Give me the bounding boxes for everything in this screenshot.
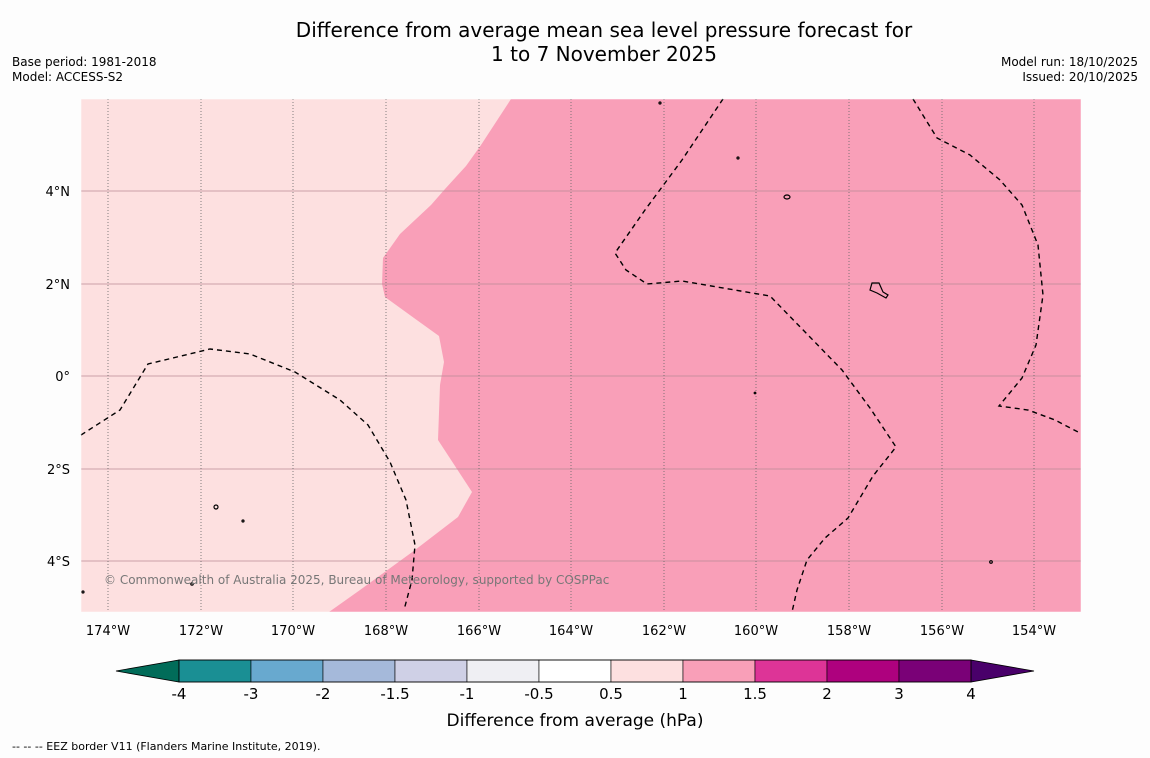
meta-right: Model run: 18/10/2025 Issued: 20/10/2025 [1001,55,1138,85]
colorbar-over-arrow [970,659,1035,683]
lon-label: 172°W [179,624,223,639]
island-7 [190,582,194,586]
colorbar-segment [610,659,684,683]
lon-label: 174°W [86,624,130,639]
latitude-labels: 4°N 2°N 0° 2°S 4°S [46,185,71,570]
colorbar-tick-label: -4 [172,685,187,703]
lon-label: 156°W [920,624,964,639]
latitude-gridlines [81,190,1081,562]
colorbar-segment [466,659,540,683]
lon-label: 164°W [549,624,593,639]
base-period: Base period: 1981-2018 [12,55,157,69]
lon-label: 154°W [1012,624,1056,639]
colorbar-outline [178,659,972,683]
issued-date: Issued: 20/10/2025 [1022,70,1138,84]
colorbar-tick-label: -1.5 [380,685,409,703]
lon-label: 168°W [364,624,408,639]
lat-label: 2°S [47,463,70,478]
island-4 [658,101,662,105]
title-line-1: Difference from average mean sea level p… [295,18,913,42]
island-8 [989,560,993,564]
eez-border-central [614,98,897,613]
eez-legend-footer: -- -- -- EEZ border V11 (Flanders Marine… [12,740,321,753]
islands [81,101,993,594]
colorbar-tick-label: 4 [966,685,976,703]
island-3 [869,282,889,299]
colorbar-segment [682,659,756,683]
chart-title: Difference from average mean sea level p… [0,18,1150,66]
colorbar-tick-label: 0.5 [599,685,623,703]
lat-label: 4°N [46,185,71,200]
colorbar-segment [178,659,252,683]
colorbar-tick-label: -3 [244,685,259,703]
meta-left: Base period: 1981-2018 Model: ACCESS-S2 [12,55,157,85]
colorbar-tick-label: -0.5 [524,685,553,703]
model-name: Model: ACCESS-S2 [12,70,124,84]
model-run: Model run: 18/10/2025 [1000,55,1138,69]
colorbar-tick-label: -2 [316,685,331,703]
island-5 [736,156,740,160]
map-high-band [329,99,1081,612]
colorbar-tick-label: 2 [822,685,832,703]
lon-label: 166°W [457,624,501,639]
lat-label: 4°S [47,555,70,570]
colorbar: -4 -3 -2 -1.5 -1 -0.5 0.5 1 1.5 2 3 4 Difference fr… [115,659,1035,731]
eez-border-east [912,98,1079,433]
lon-label: 162°W [642,624,686,639]
longitude-labels: 174°W 172°W 170°W 168°W 166°W 164°W 162°… [86,624,1056,639]
title-line-2: 1 to 7 November 2025 [491,42,717,66]
copyright-text: © Commonwealth of Australia 2025, Bureau… [104,573,609,587]
island-2 [213,504,219,510]
colorbar-tick-label: -1 [460,685,475,703]
colorbar-segment [322,659,396,683]
eez-borders [80,98,1079,613]
eez-border-west [80,348,416,611]
map-frame [80,98,1082,613]
island-9 [81,590,85,594]
lon-label: 160°W [734,624,778,639]
colorbar-label: Difference from average (hPa) [447,711,704,731]
colorbar-segment [754,659,828,683]
colorbar-under-arrow [115,659,180,683]
lon-label: 158°W [827,624,871,639]
island-6 [241,519,245,523]
colorbar-tick-label: 3 [894,685,904,703]
colorbar-tick-label: 1.5 [743,685,767,703]
lat-label: 0° [55,370,70,385]
colorbar-segment [394,659,468,683]
lon-label: 170°W [271,624,315,639]
colorbar-tick-label: 1 [678,685,688,703]
island-1 [783,194,791,200]
colorbar-segment [538,659,612,683]
island-10 [753,391,757,395]
lat-label: 2°N [46,278,71,293]
colorbar-segment [250,659,324,683]
colorbar-segment [826,659,900,683]
colorbar-segment [898,659,972,683]
